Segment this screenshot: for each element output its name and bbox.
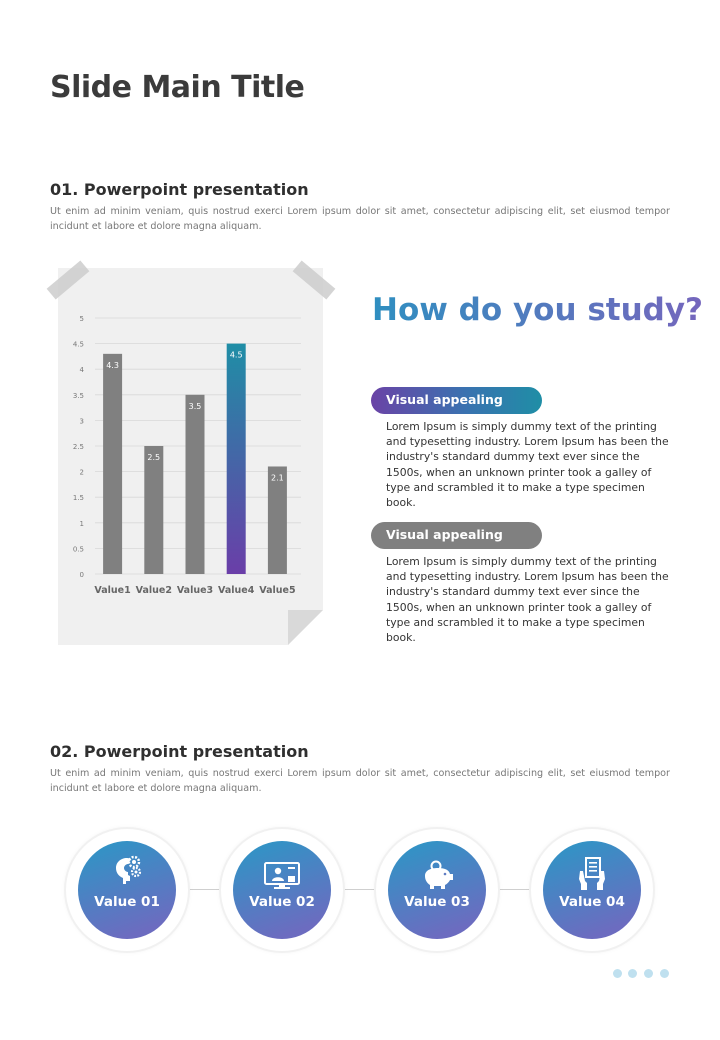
data-label: 4.3: [106, 361, 119, 370]
x-tick-label: Value2: [136, 585, 172, 596]
process-label-2: Value 02: [249, 894, 315, 910]
x-tick-label: Value4: [218, 585, 255, 596]
section-2-body: Ut enim ad minim veniam, quis nostrud ex…: [50, 768, 670, 794]
study-paragraph-2: Lorem Ipsum is simply dummy text of the …: [386, 555, 669, 645]
y-tick-label: 1: [80, 520, 84, 528]
connector-line: [188, 889, 222, 890]
section-1-title: 01. Powerpoint presentation: [50, 180, 309, 199]
y-tick-label: 5: [80, 315, 84, 323]
y-tick-label: 1.5: [73, 494, 84, 502]
x-tick-label: Value5: [259, 585, 295, 596]
pagination-dot[interactable]: [660, 969, 669, 978]
process-step-3: Value 03: [388, 841, 486, 939]
monitor-user-icon: [264, 862, 300, 889]
bar-value3: [185, 394, 205, 574]
data-label: 2.1: [271, 473, 284, 482]
hands-document-icon: [579, 857, 605, 890]
y-tick-label: 2: [80, 469, 84, 477]
process-step-2: Value 02: [233, 841, 331, 939]
data-label: 2.5: [147, 453, 160, 462]
pill-visual-appealing-1: Visual appealing: [371, 387, 542, 414]
piggy-bank-icon: [425, 860, 453, 889]
process-label-4: Value 04: [559, 894, 625, 910]
pagination-dot[interactable]: [644, 969, 653, 978]
process-label-1: Value 01: [94, 894, 160, 910]
connector-line: [343, 889, 377, 890]
y-tick-label: 4.5: [73, 341, 84, 349]
y-tick-label: 3.5: [73, 392, 84, 400]
pagination-dot[interactable]: [628, 969, 637, 978]
bar-value1: [103, 353, 123, 574]
section-2-title: 02. Powerpoint presentation: [50, 742, 309, 761]
y-tick-label: 4: [80, 366, 85, 374]
page-title: Slide Main Title: [50, 70, 305, 105]
y-tick-label: 2.5: [73, 443, 84, 451]
bar-value5: [267, 466, 287, 574]
bar-value2: [144, 446, 164, 574]
study-paragraph-1: Lorem Ipsum is simply dummy text of the …: [386, 420, 669, 510]
y-tick-label: 3: [80, 417, 84, 425]
study-heading: How do you study?: [372, 292, 704, 328]
head-gears-icon: [116, 855, 142, 884]
data-label: 3.5: [189, 402, 202, 411]
process-step-1: Value 01: [78, 841, 176, 939]
y-tick-label: 0: [80, 571, 84, 579]
data-label: 4.5: [230, 351, 243, 360]
y-tick-label: 0.5: [73, 545, 84, 553]
section-1-body: Ut enim ad minim veniam, quis nostrud ex…: [50, 206, 670, 232]
x-tick-label: Value1: [94, 585, 130, 596]
connector-line: [498, 889, 532, 890]
process-label-3: Value 03: [404, 894, 470, 910]
bar-value4: [226, 343, 246, 574]
pill-visual-appealing-2: Visual appealing: [371, 522, 542, 549]
process-step-4: Value 04: [543, 841, 641, 939]
bar-chart: 0 0.5 1 1.5 2 2.5 3 3.5 4 4.5 5 4.3 2.5 3.5 4.5 2.1 Va…: [73, 315, 301, 596]
page-curl: [288, 610, 323, 645]
pagination-dot[interactable]: [613, 969, 622, 978]
x-tick-label: Value3: [177, 585, 213, 596]
